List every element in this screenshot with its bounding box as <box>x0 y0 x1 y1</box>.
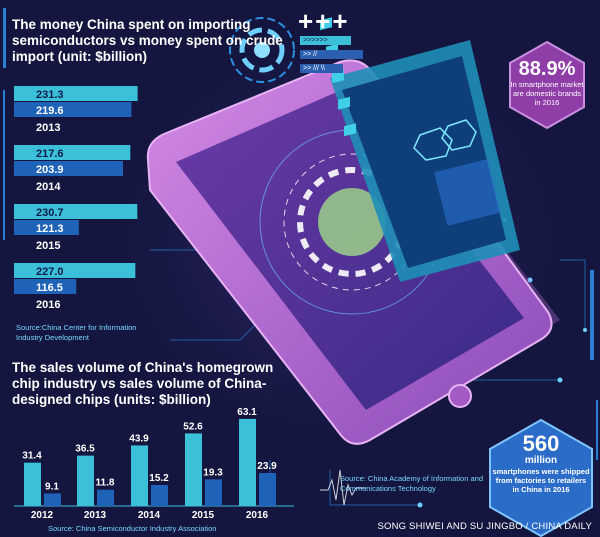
plus-signs: +++ <box>298 6 350 36</box>
label-crude-2014: 203.9 <box>36 164 64 176</box>
label-crude-2016: 116.5 <box>36 282 63 294</box>
label-industry-2012: 31.4 <box>22 451 42 462</box>
slashes-tag: >> /// \\ <box>300 64 343 73</box>
chart1-title: The money China spent on importing semic… <box>12 17 283 64</box>
label-designed-2016: 23.9 <box>257 461 277 472</box>
label-crude-2015: 121.3 <box>36 223 64 235</box>
tick-2014: 2014 <box>138 510 161 521</box>
bar-crude-2016 <box>14 279 77 294</box>
label-designed-2013: 11.8 <box>96 478 115 489</box>
waveform <box>320 469 366 506</box>
label-designed-2014: 15.2 <box>149 473 169 484</box>
chart1-import-spending: 231.3 219.6 2013 217.6 203.9 2014 230.7 121.3 20… <box>14 86 138 311</box>
share-value: 88.9% <box>518 58 576 80</box>
label-industry-2015: 52.6 <box>183 421 203 432</box>
bar-industry-2013 <box>77 455 94 506</box>
share-badge: 88.9% In smartphone market are domestic … <box>510 58 584 107</box>
label-semiconductor-2016: 227.0 <box>36 266 64 278</box>
chart2-source: Source: China Semiconductor Industry Ass… <box>48 524 217 533</box>
tick-2016: 2016 <box>246 510 269 521</box>
shipments-badge: 560 million smartphones were shipped fro… <box>492 431 590 495</box>
label-industry-2016: 63.1 <box>237 407 257 418</box>
label-industry-2013: 36.5 <box>75 444 95 455</box>
bar-semiconductor-2016 <box>14 263 136 278</box>
chart1-source: Source:China Center for Information Indu… <box>16 323 137 342</box>
home-button <box>448 384 472 408</box>
bar-semiconductor-2015 <box>14 204 138 219</box>
chart2-source-2: Source: China Academy of Information and… <box>340 474 483 493</box>
label-semiconductor-2014: 217.6 <box>36 148 64 160</box>
swirl-logo-icon <box>229 17 295 83</box>
bar-industry-2012 <box>24 462 41 506</box>
chart2-title: The sales volume of China's homegrown ch… <box>12 360 274 407</box>
bar-crude-2013 <box>14 102 132 117</box>
bar-designed-2016 <box>259 473 276 506</box>
chart2-chip-sales: 31.4 9.1 2012 36.5 11.8 2013 43.9 15.2 2014 52.6 1… <box>14 407 294 521</box>
code-tag: >> // <box>300 50 363 59</box>
bar-crude-2015 <box>14 220 79 235</box>
hexagon-badge-blue <box>489 418 593 537</box>
label-designed-2012: 9.1 <box>45 481 59 492</box>
bar-semiconductor-2013 <box>14 86 138 101</box>
bar-semiconductor-2014 <box>14 145 131 160</box>
label-semiconductor-2015: 230.7 <box>36 207 64 219</box>
bar-designed-2015 <box>205 479 222 506</box>
label-semiconductor-2013: 231.3 <box>36 89 64 101</box>
tick-2012: 2012 <box>31 510 54 521</box>
label-crude-2013: 219.6 <box>36 105 64 117</box>
tick-2013: 2013 <box>84 510 107 521</box>
bar-industry-2014 <box>131 445 148 506</box>
tick-2015: 2015 <box>36 240 60 252</box>
bar-designed-2013 <box>97 489 114 506</box>
tick-2014: 2014 <box>36 181 61 193</box>
bar-designed-2014 <box>151 485 168 506</box>
shipments-value: 560 <box>522 431 560 456</box>
bar-crude-2014 <box>14 161 123 176</box>
arrows-tag: >>>>>> <box>300 36 351 45</box>
credit-line: SONG SHIWEI AND SU JINGBO / CHINA DAILY <box>377 521 592 532</box>
edge-decoration <box>3 8 598 460</box>
hexagon-badge-purple <box>509 40 585 130</box>
share-text: In smartphone market are domestic brands… <box>510 80 584 107</box>
label-designed-2015: 19.3 <box>203 467 223 478</box>
tick-2013: 2013 <box>36 122 60 134</box>
label-industry-2014: 43.9 <box>129 433 149 444</box>
shipments-unit: million <box>524 455 558 466</box>
bar-industry-2015 <box>185 433 202 506</box>
bar-industry-2016 <box>239 418 256 506</box>
tick-2016: 2016 <box>36 299 60 311</box>
tick-2015: 2015 <box>192 510 215 521</box>
bar-designed-2012 <box>44 493 61 506</box>
shipments-text: smartphones were shipped from factories … <box>492 467 590 494</box>
microchip-illustration <box>320 17 520 282</box>
